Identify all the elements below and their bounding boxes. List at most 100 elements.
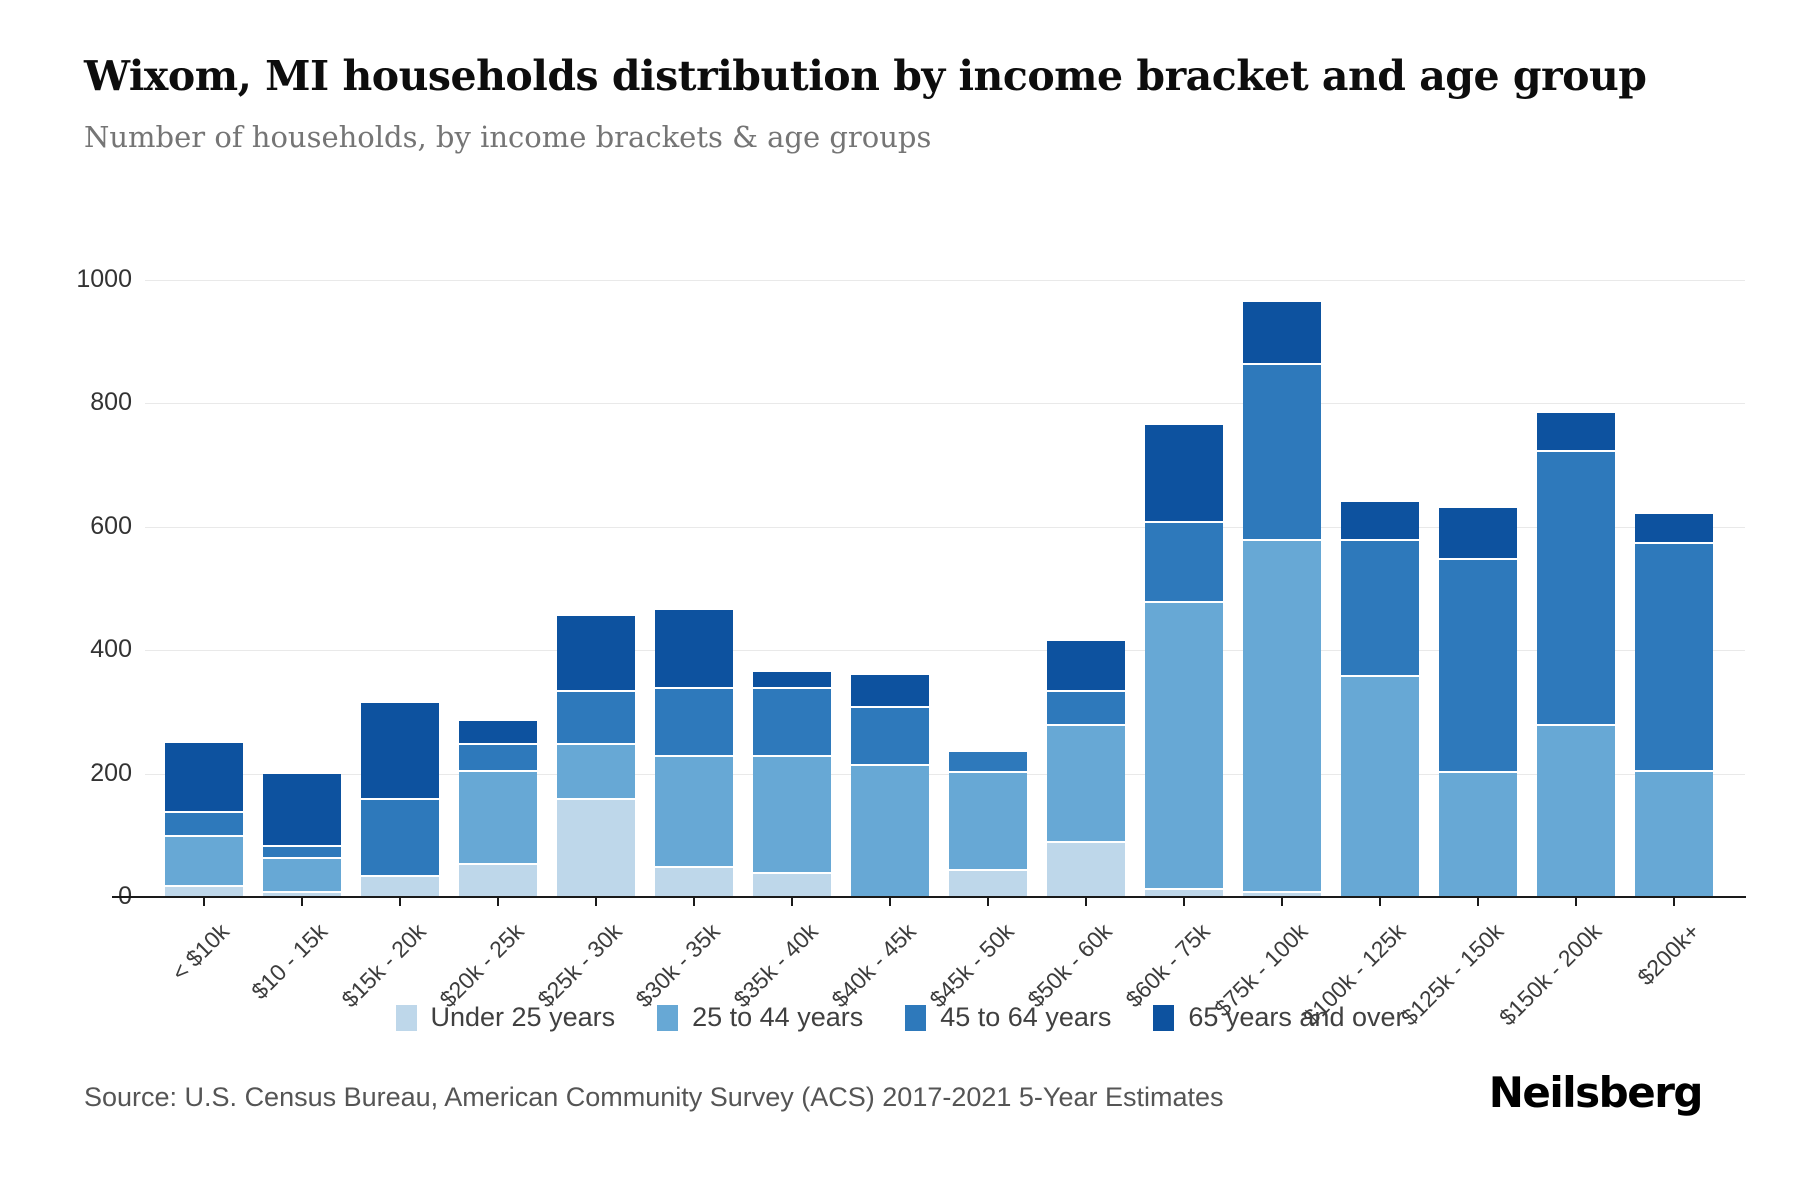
x-axis-label: $30k - 35k <box>630 918 725 1013</box>
x-axis-line <box>112 896 1746 898</box>
bar-segment-age_45_64 <box>557 690 635 743</box>
bar-segment-age_25_44 <box>557 742 635 799</box>
bar-group-3 <box>361 702 439 897</box>
bar-segment-under_25 <box>1243 890 1321 897</box>
bar-segment-age_25_44 <box>1537 724 1615 897</box>
bar-segment-age_25_44 <box>263 856 341 891</box>
legend-label: 45 to 64 years <box>940 1002 1112 1032</box>
x-axis-tick <box>987 898 989 906</box>
bar-segment-age_65_over <box>1635 514 1713 543</box>
x-axis-label: $40k - 45k <box>826 918 921 1013</box>
gridline-600 <box>145 526 1745 528</box>
bar-segment-age_45_64 <box>949 752 1027 771</box>
bar-segment-under_25 <box>1145 887 1223 897</box>
bar-segment-under_25 <box>263 890 341 897</box>
bar-group-10 <box>1047 640 1125 897</box>
chart-title: Wixom, MI households distribution by inc… <box>84 52 1647 100</box>
x-axis-tick <box>301 898 303 906</box>
bar-group-16 <box>1635 514 1713 897</box>
bar-segment-under_25 <box>949 869 1027 897</box>
bar-group-7 <box>753 671 831 897</box>
x-axis-label: $10 - 15k <box>246 918 333 1005</box>
bar-group-5 <box>557 616 635 897</box>
legend-label: 65 years and over <box>1188 1002 1405 1032</box>
bar-segment-age_25_44 <box>655 755 733 867</box>
bar-group-11 <box>1145 424 1223 897</box>
x-axis-tick <box>1085 898 1087 906</box>
bar-segment-under_25 <box>655 866 733 897</box>
bar-segment-age_45_64 <box>165 810 243 836</box>
x-axis-tick <box>693 898 695 906</box>
legend-swatch-under_25 <box>395 1004 417 1031</box>
bar-segment-age_25_44 <box>459 770 537 864</box>
bar-segment-age_65_over <box>557 616 635 691</box>
x-axis-label: $45k - 50k <box>924 918 1019 1013</box>
bar-segment-age_65_over <box>1439 508 1517 558</box>
bar-segment-age_65_over <box>1047 640 1125 691</box>
bar-group-8 <box>851 674 929 897</box>
legend: Under 25 years 25 to 44 years 45 to 64 yea… <box>0 1002 1800 1033</box>
gridline-400 <box>145 650 1745 652</box>
bar-group-1 <box>165 742 243 897</box>
bar-segment-age_45_64 <box>1341 539 1419 675</box>
legend-swatch-age_25_44 <box>657 1004 679 1031</box>
legend-label: 25 to 44 years <box>692 1002 864 1032</box>
x-axis-tick <box>1281 898 1283 906</box>
x-axis-label: < $10k <box>166 918 235 986</box>
y-axis-tick-label: 200 <box>90 758 132 787</box>
x-axis-label: $200k+ <box>1632 918 1705 991</box>
bar-segment-age_65_over <box>1341 502 1419 540</box>
bar-segment-age_65_over <box>1145 424 1223 521</box>
x-axis-tick <box>1183 898 1185 906</box>
x-axis-tick <box>1477 898 1479 906</box>
y-axis-tick-label: 600 <box>90 511 132 540</box>
y-axis-tick-label: 1000 <box>76 265 132 293</box>
chart-subtitle: Number of households, by income brackets… <box>84 120 932 154</box>
bar-group-2 <box>263 773 341 897</box>
bar-segment-age_25_44 <box>753 755 831 873</box>
bar-segment-age_45_64 <box>1145 520 1223 601</box>
legend-item-age_45_64: 45 to 64 years <box>905 1002 1111 1033</box>
bar-group-6 <box>655 610 733 897</box>
bar-segment-age_65_over <box>851 674 929 706</box>
y-axis-tick-label: 800 <box>90 388 132 417</box>
x-axis-tick <box>1379 898 1381 906</box>
gridline-1000 <box>145 280 1745 281</box>
x-axis-tick <box>595 898 597 906</box>
x-axis-label: $50k - 60k <box>1022 918 1117 1013</box>
bar-segment-age_45_64 <box>361 798 439 876</box>
x-axis-tick <box>399 898 401 906</box>
legend-swatch-age_65_over <box>1153 1004 1175 1031</box>
bar-segment-age_45_64 <box>1537 449 1615 725</box>
bar-segment-under_25 <box>1047 841 1125 897</box>
bar-segment-age_25_44 <box>949 770 1027 870</box>
bar-segment-under_25 <box>165 884 243 897</box>
bar-segment-age_65_over <box>361 702 439 799</box>
x-axis-label: $25k - 30k <box>532 918 627 1013</box>
bar-group-9 <box>949 752 1027 897</box>
bar-segment-under_25 <box>459 863 537 897</box>
bar-segment-age_45_64 <box>1635 542 1713 771</box>
bar-segment-age_45_64 <box>1439 557 1517 771</box>
bar-segment-age_65_over <box>263 773 341 845</box>
gridline-800 <box>145 403 1745 405</box>
bar-segment-age_65_over <box>165 742 243 811</box>
source-note: Source: U.S. Census Bureau, American Com… <box>84 1082 1224 1112</box>
bar-segment-age_25_44 <box>851 764 929 897</box>
bar-group-13 <box>1341 502 1419 897</box>
y-axis-tick-label: 400 <box>90 635 132 664</box>
bar-segment-age_25_44 <box>1047 724 1125 842</box>
bar-segment-age_65_over <box>1537 412 1615 450</box>
bar-group-4 <box>459 721 537 897</box>
legend-label: Under 25 years <box>430 1002 616 1032</box>
bar-segment-age_65_over <box>459 721 537 743</box>
bar-segment-age_65_over <box>1243 301 1321 364</box>
brand-logo: Neilsberg <box>1488 1068 1704 1117</box>
bar-group-14 <box>1439 508 1517 897</box>
bar-segment-age_45_64 <box>753 687 831 756</box>
bar-segment-age_45_64 <box>1047 690 1125 725</box>
legend-item-age_25_44: 25 to 44 years <box>657 1002 863 1033</box>
bar-segment-age_25_44 <box>165 835 243 885</box>
bar-segment-age_45_64 <box>655 687 733 756</box>
x-axis-label: $20k - 25k <box>434 918 529 1013</box>
